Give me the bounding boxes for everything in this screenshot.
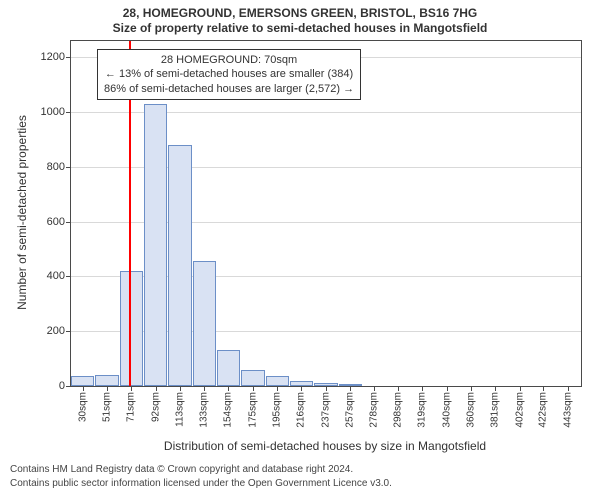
histogram-bar xyxy=(217,350,240,386)
histogram-bar xyxy=(266,376,289,386)
xtick-mark xyxy=(568,386,569,391)
histogram-bar xyxy=(241,370,264,386)
ytick-label: 1000 xyxy=(41,106,65,118)
xtick-label: 216sqm xyxy=(296,392,307,428)
xtick-label: 340sqm xyxy=(442,392,453,428)
xtick-label: 360sqm xyxy=(465,392,476,428)
xtick-label: 71sqm xyxy=(125,392,136,422)
xtick-mark xyxy=(301,386,302,391)
xtick-label: 278sqm xyxy=(369,392,380,428)
xtick-mark xyxy=(398,386,399,391)
xtick-mark xyxy=(447,386,448,391)
ytick-label: 400 xyxy=(47,270,65,282)
xtick-label: 319sqm xyxy=(417,392,428,428)
xtick-label: 113sqm xyxy=(175,392,186,427)
xtick-mark xyxy=(156,386,157,391)
xtick-label: 443sqm xyxy=(563,392,574,428)
histogram-bar xyxy=(95,375,118,386)
ytick-label: 0 xyxy=(59,380,65,392)
histogram-bar xyxy=(144,104,167,386)
ytick-mark xyxy=(66,112,71,113)
xtick-mark xyxy=(277,386,278,391)
ytick-mark xyxy=(66,331,71,332)
xtick-mark xyxy=(520,386,521,391)
title-subtitle: Size of property relative to semi-detach… xyxy=(0,21,600,36)
ytick-mark xyxy=(66,167,71,168)
footer-line-1: Contains HM Land Registry data © Crown c… xyxy=(10,463,590,477)
histogram-bar xyxy=(120,271,143,386)
xtick-mark xyxy=(326,386,327,391)
xtick-label: 298sqm xyxy=(392,392,403,428)
ytick-mark xyxy=(66,57,71,58)
xtick-mark xyxy=(83,386,84,391)
xtick-label: 257sqm xyxy=(344,392,355,428)
xtick-mark xyxy=(131,386,132,391)
xtick-mark xyxy=(422,386,423,391)
title-address: 28, HOMEGROUND, EMERSONS GREEN, BRISTOL,… xyxy=(0,0,600,21)
xtick-label: 30sqm xyxy=(77,392,88,422)
ytick-label: 200 xyxy=(47,325,65,337)
histogram-bar xyxy=(193,261,216,386)
ytick-label: 1200 xyxy=(41,51,65,63)
xtick-label: 175sqm xyxy=(248,392,259,428)
xtick-label: 92sqm xyxy=(150,392,161,422)
xtick-mark xyxy=(374,386,375,391)
xtick-label: 402sqm xyxy=(514,392,525,428)
xtick-mark xyxy=(180,386,181,391)
xtick-mark xyxy=(471,386,472,391)
ytick-mark xyxy=(66,386,71,387)
histogram-bar xyxy=(168,145,191,386)
annotation-line-3: 86% of semi-detached houses are larger (… xyxy=(104,82,354,96)
xtick-mark xyxy=(350,386,351,391)
footer-line-2: Contains public sector information licen… xyxy=(10,477,590,491)
xtick-label: 133sqm xyxy=(198,392,209,428)
attribution-footer: Contains HM Land Registry data © Crown c… xyxy=(10,463,590,490)
figure-root: 28, HOMEGROUND, EMERSONS GREEN, BRISTOL,… xyxy=(0,0,600,500)
annotation-line-2: ← 13% of semi-detached houses are smalle… xyxy=(104,67,354,81)
xtick-label: 195sqm xyxy=(271,392,282,428)
xtick-mark xyxy=(543,386,544,391)
xtick-mark xyxy=(204,386,205,391)
xtick-label: 51sqm xyxy=(102,392,113,422)
xtick-label: 154sqm xyxy=(223,392,234,428)
xtick-label: 381sqm xyxy=(490,392,501,428)
histogram-bar xyxy=(71,376,94,386)
ytick-label: 600 xyxy=(47,216,65,228)
ytick-mark xyxy=(66,276,71,277)
xtick-mark xyxy=(253,386,254,391)
xtick-mark xyxy=(107,386,108,391)
ytick-label: 800 xyxy=(47,161,65,173)
xtick-label: 422sqm xyxy=(538,392,549,428)
xtick-label: 237sqm xyxy=(321,392,332,428)
annotation-line-1: 28 HOMEGROUND: 70sqm xyxy=(104,53,354,67)
histogram-plot-area: 02004006008001000120030sqm51sqm71sqm92sq… xyxy=(70,40,582,387)
y-axis-label: Number of semi-detached properties xyxy=(15,40,29,385)
annotation-box: 28 HOMEGROUND: 70sqm← 13% of semi-detach… xyxy=(97,49,361,100)
xtick-mark xyxy=(495,386,496,391)
x-axis-label: Distribution of semi-detached houses by … xyxy=(70,439,580,453)
ytick-mark xyxy=(66,222,71,223)
xtick-mark xyxy=(228,386,229,391)
